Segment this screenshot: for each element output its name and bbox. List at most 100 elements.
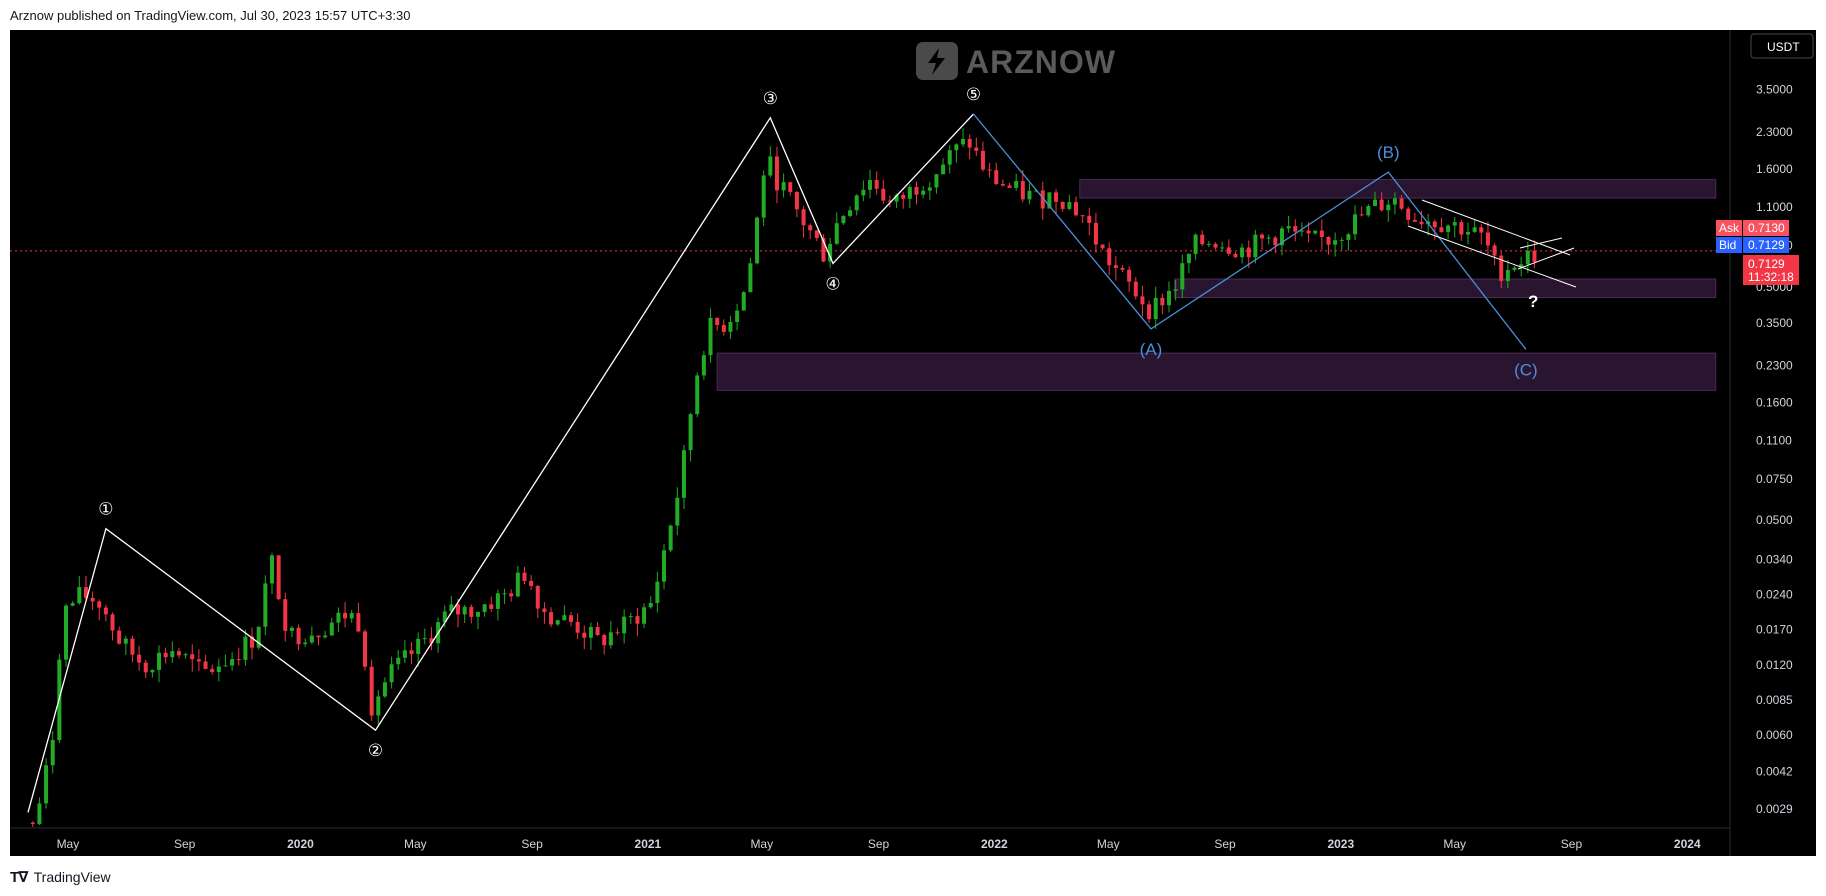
candle bbox=[980, 141, 985, 172]
candle bbox=[1014, 173, 1019, 191]
candle bbox=[223, 654, 228, 667]
candle bbox=[1073, 196, 1078, 217]
candle bbox=[1273, 236, 1278, 254]
candle bbox=[283, 592, 288, 642]
candle bbox=[1127, 266, 1132, 292]
x-tick-label: 2021 bbox=[635, 837, 662, 851]
candle bbox=[1479, 224, 1484, 245]
candle bbox=[70, 601, 75, 607]
candle bbox=[887, 195, 892, 208]
corrective-wave-label: (A) bbox=[1140, 340, 1163, 359]
candle bbox=[1253, 229, 1258, 264]
candle bbox=[1180, 254, 1185, 299]
candle bbox=[1326, 236, 1331, 255]
impulse-wave-label: ② bbox=[368, 741, 383, 760]
candle bbox=[1532, 240, 1537, 269]
x-tick-label: May bbox=[1443, 837, 1466, 851]
y-tick-label: 0.0120 bbox=[1756, 658, 1793, 672]
candle bbox=[907, 184, 912, 209]
candle bbox=[1319, 219, 1324, 250]
candle bbox=[1505, 259, 1510, 289]
candle bbox=[828, 237, 833, 269]
candle bbox=[77, 575, 82, 605]
candle bbox=[1193, 233, 1198, 260]
candle bbox=[176, 647, 181, 659]
x-tick-label: Sep bbox=[868, 837, 890, 851]
footer: T∇ TradingView bbox=[10, 868, 111, 886]
candle bbox=[701, 350, 706, 380]
candle bbox=[1399, 194, 1404, 211]
candle bbox=[1100, 244, 1105, 250]
candle bbox=[967, 134, 972, 160]
candle bbox=[190, 644, 195, 672]
candle bbox=[469, 604, 474, 624]
candle bbox=[243, 629, 248, 666]
candle bbox=[834, 212, 839, 245]
candle bbox=[289, 625, 294, 638]
x-tick-label: 2020 bbox=[287, 837, 314, 851]
candle bbox=[974, 137, 979, 156]
candle bbox=[1067, 194, 1072, 211]
corrective-wave-label: (B) bbox=[1377, 143, 1400, 162]
candle bbox=[449, 595, 454, 613]
y-tick-label: 0.0340 bbox=[1756, 552, 1793, 566]
candle bbox=[250, 627, 255, 660]
candle bbox=[203, 654, 208, 670]
candle bbox=[1167, 281, 1172, 313]
candle bbox=[296, 624, 301, 651]
x-tick-label: May bbox=[750, 837, 773, 851]
candle bbox=[921, 185, 926, 199]
candle bbox=[416, 632, 421, 667]
footer-brand[interactable]: TradingView bbox=[33, 869, 111, 885]
candle bbox=[1120, 265, 1125, 272]
candle bbox=[37, 797, 42, 826]
x-tick-label: Sep bbox=[1214, 837, 1236, 851]
last-price-value: 0.7129 bbox=[1748, 257, 1785, 271]
candle bbox=[515, 565, 520, 598]
candle bbox=[376, 690, 381, 728]
x-tick-label: May bbox=[57, 837, 80, 851]
currency-label[interactable]: USDT bbox=[1767, 40, 1800, 54]
candle bbox=[230, 652, 235, 671]
candle bbox=[123, 635, 128, 656]
candle bbox=[1060, 201, 1065, 212]
candle bbox=[681, 444, 686, 509]
candle bbox=[755, 216, 760, 265]
candle bbox=[761, 170, 766, 227]
candle bbox=[708, 308, 713, 363]
candle bbox=[668, 524, 673, 553]
y-tick-label: 0.2300 bbox=[1756, 359, 1793, 373]
candle bbox=[1439, 217, 1444, 233]
candle bbox=[1087, 207, 1092, 236]
candle bbox=[874, 171, 879, 195]
descending-channel bbox=[1407, 199, 1577, 288]
candle bbox=[83, 576, 88, 601]
candle bbox=[1213, 242, 1218, 250]
candle bbox=[655, 572, 660, 613]
tradingview-logo-icon[interactable]: T∇ bbox=[10, 869, 29, 886]
candle bbox=[562, 605, 567, 621]
candle bbox=[821, 234, 826, 263]
candle bbox=[675, 487, 680, 536]
candle bbox=[1406, 206, 1411, 225]
candle bbox=[1020, 170, 1025, 203]
candle bbox=[994, 162, 999, 186]
candle bbox=[64, 603, 69, 667]
candle bbox=[495, 589, 500, 621]
candle bbox=[695, 372, 700, 418]
candle bbox=[1220, 241, 1225, 252]
candle bbox=[117, 626, 122, 645]
y-tick-label: 0.0500 bbox=[1756, 513, 1793, 527]
candle bbox=[535, 585, 540, 619]
y-tick-label: 0.0750 bbox=[1756, 472, 1793, 486]
candle bbox=[642, 603, 647, 628]
candle bbox=[1260, 232, 1265, 251]
y-tick-label: 0.1600 bbox=[1756, 395, 1793, 409]
y-tick-label: 0.0085 bbox=[1756, 693, 1793, 707]
candle bbox=[1000, 179, 1005, 187]
bar-countdown: 11:32:18 bbox=[1748, 270, 1794, 284]
candle bbox=[1173, 280, 1178, 301]
elliott-wave-lines bbox=[27, 113, 1527, 813]
